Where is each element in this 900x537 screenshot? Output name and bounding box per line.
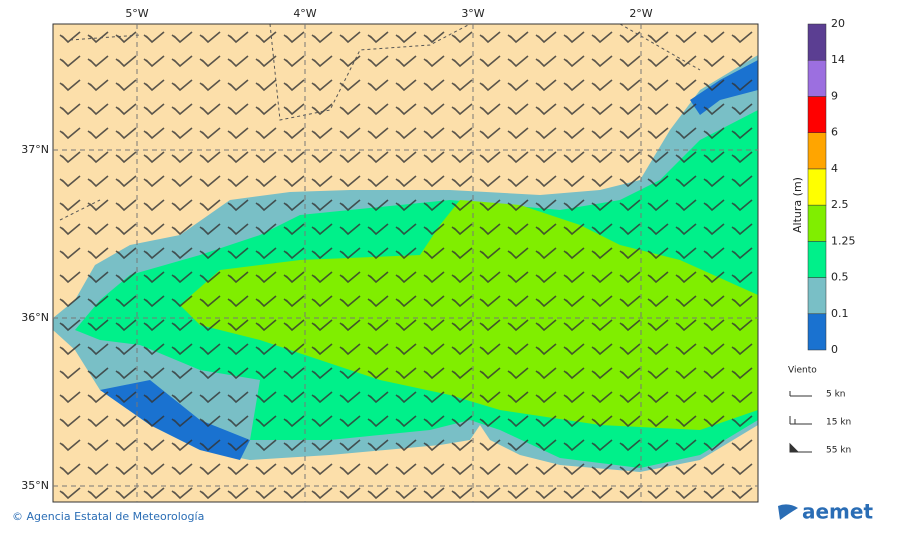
colorbar-box [807,241,827,278]
colorbar-tick-label: 6 [831,126,838,139]
lon-label: 4°W [293,7,316,20]
lon-label: 3°W [461,7,484,20]
lat-label: 37°N [21,143,49,156]
lon-label: 2°W [629,7,652,20]
barb-icon [789,442,812,453]
colorbar-tick-label: 0.5 [831,271,849,284]
colorbar-box [807,204,827,242]
colorbar-label: Altura (m) [791,177,804,233]
lat-label: 36°N [21,311,49,324]
colorbar-box [807,23,827,61]
logo: aemet [802,500,873,524]
legend-item: 5 kn [826,390,846,400]
colorbar-tick-label: 14 [831,53,845,66]
borders [59,24,701,221]
colorbar-box [807,132,827,170]
lat-label: 35°N [21,479,49,492]
colorbar-tick-label: 20 [831,17,845,30]
map-area [53,24,758,502]
colorbar-box [807,96,827,133]
colorbar-tick-label: 0 [831,343,838,356]
colorbar-box [807,277,827,315]
legend-title: Viento [788,366,817,376]
wind-barbs [53,24,758,502]
barb-icon [789,416,812,425]
colorbar-tick-label: 1.25 [831,234,856,247]
lon-label: 5°W [125,7,148,20]
colorbar-box [807,59,827,97]
colorbar-tick-label: 4 [831,162,838,175]
colorbar-tick-label: 0.1 [831,307,849,320]
legend-item: 55 kn [826,446,851,456]
map-frame [52,23,759,503]
colorbar-box [807,313,827,351]
colorbar-box [807,168,827,206]
colorbar-tick-label: 2.5 [831,198,849,211]
legend-item: 15 kn [826,418,851,428]
colorbar-tick-label: 9 [831,89,838,102]
barb-icon [789,391,812,397]
wind-legend: 5 kn 15 kn 55 kn [826,390,851,456]
credit: © Agencia Estatal de Meteorología [12,510,204,523]
colorbar: 0 0.1 0.5 1.25 2.5 4 6 9 14 20 [807,17,856,356]
logo-icon [778,504,798,520]
